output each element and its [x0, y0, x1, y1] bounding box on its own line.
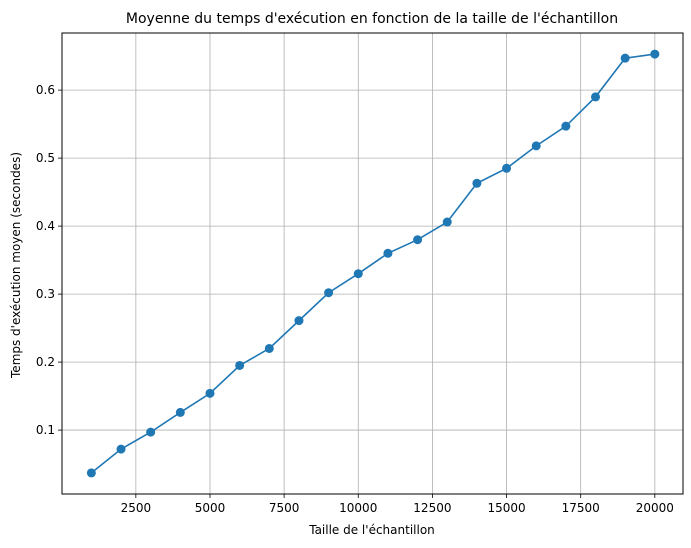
chart-title: Moyenne du temps d'exécution en fonction…	[126, 11, 618, 27]
data-point	[383, 248, 393, 258]
data-point	[561, 121, 571, 131]
data-point	[413, 235, 423, 245]
data-point	[235, 360, 245, 370]
x-tick-label: 10000	[339, 501, 377, 515]
y-tick-label: 0.1	[36, 423, 55, 437]
x-tick-label: 15000	[487, 501, 525, 515]
y-tick-label: 0.3	[36, 287, 55, 301]
x-tick-label: 5000	[195, 501, 226, 515]
data-point	[175, 407, 185, 417]
x-tick-label: 2500	[121, 501, 152, 515]
x-axis-label: Taille de l'échantillon	[308, 523, 435, 537]
plot-frame	[61, 32, 684, 495]
data-point	[146, 427, 156, 437]
data-point	[116, 444, 126, 454]
data-point	[442, 217, 452, 227]
data-point	[294, 316, 304, 326]
data-point	[472, 178, 482, 188]
data-point	[531, 141, 541, 151]
data-point	[591, 92, 601, 102]
data-point	[353, 269, 363, 279]
x-tick-label: 7500	[269, 501, 300, 515]
grid	[62, 33, 683, 494]
x-tick-label: 12500	[413, 501, 451, 515]
y-tick-label: 0.2	[36, 355, 55, 369]
data-point	[650, 49, 660, 59]
data-point	[86, 468, 96, 478]
x-tick-label: 17500	[562, 501, 600, 515]
y-tick-label: 0.6	[36, 83, 55, 97]
x-tick-label: 20000	[636, 501, 674, 515]
y-tick-label: 0.5	[36, 151, 55, 165]
data-point	[620, 53, 630, 63]
series-line	[90, 53, 655, 474]
axis-ticks: 2500 5000 7500 10000 12500 15000 17500 20000 0.1…	[36, 83, 674, 515]
y-axis-label: Temps d'exécution moyen (secondes)	[9, 152, 23, 379]
data-point	[205, 388, 215, 398]
series-layer	[86, 49, 660, 478]
y-tick-label: 0.4	[36, 219, 55, 233]
data-point	[502, 163, 512, 173]
data-point	[324, 288, 334, 298]
data-point	[264, 343, 274, 353]
